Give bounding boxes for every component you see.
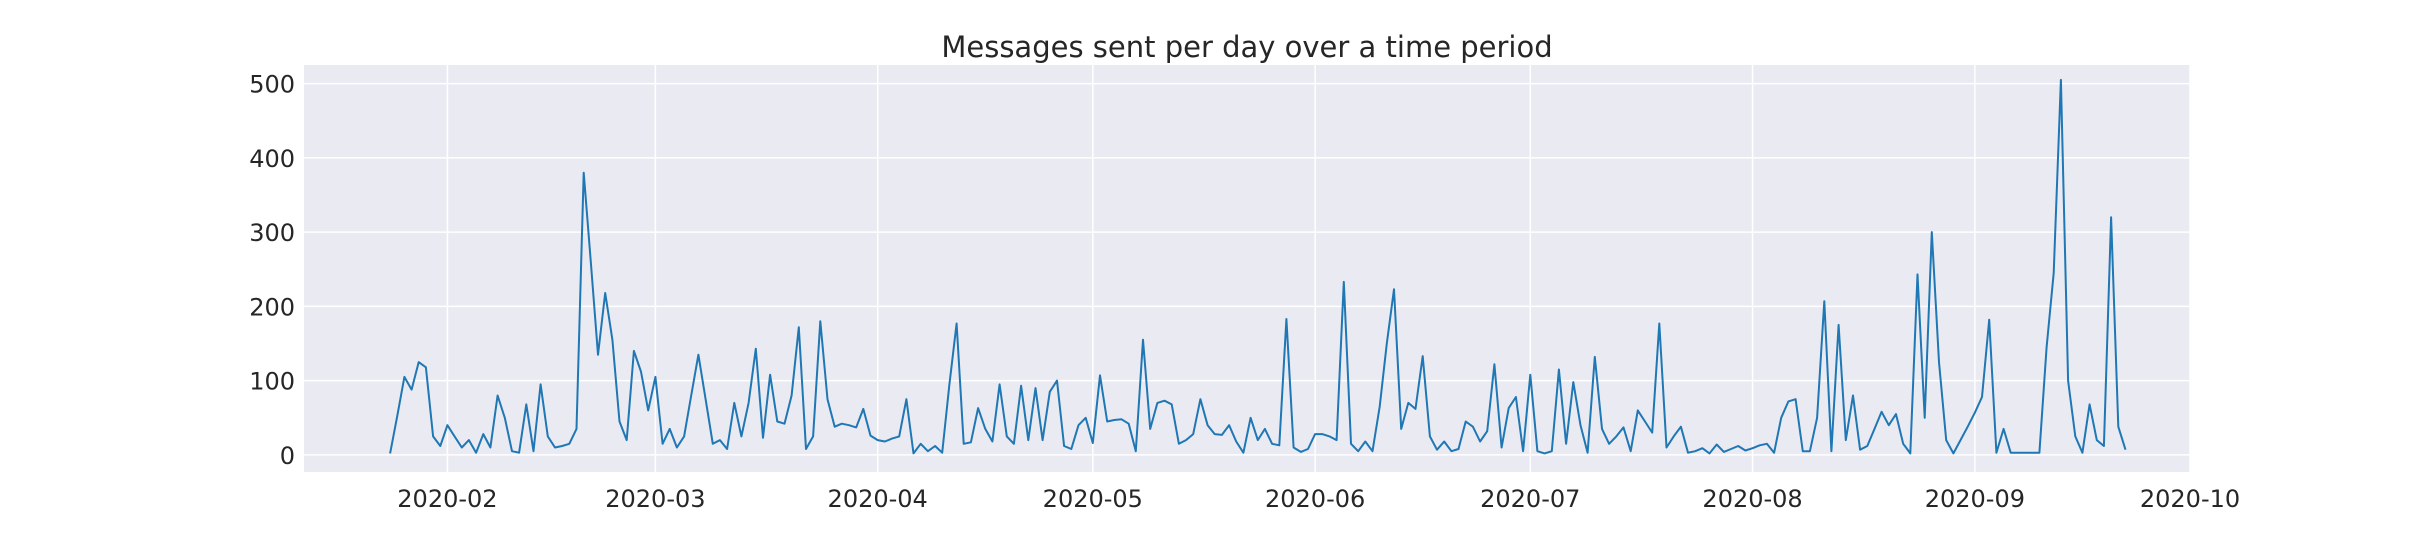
x-tick-label: 2020-08 — [1702, 485, 1802, 513]
x-tick-label: 2020-10 — [2140, 485, 2240, 513]
y-tick-label: 500 — [249, 71, 295, 99]
y-tick-labels: 0 100 200 300 400 500 — [249, 71, 295, 470]
y-tick-label: 300 — [249, 219, 295, 247]
x-tick-label: 2020-07 — [1480, 485, 1580, 513]
x-tick-labels: 2020-02 2020-03 2020-04 2020-05 2020-06 2020-… — [397, 485, 2240, 513]
y-tick-label: 400 — [249, 145, 295, 173]
y-tick-label: 100 — [249, 368, 295, 396]
plot-background — [304, 65, 2190, 472]
series-layer — [389, 78, 2127, 455]
x-tick-label: 2020-04 — [828, 485, 928, 513]
x-tick-label: 2020-02 — [397, 485, 497, 513]
y-tick-label: 200 — [249, 293, 295, 321]
chart-title: Messages sent per day over a time period — [941, 30, 1552, 64]
x-tick-label: 2020-06 — [1265, 485, 1365, 513]
x-tick-label: 2020-05 — [1043, 485, 1143, 513]
y-tick-label: 0 — [280, 442, 295, 470]
x-tick-label: 2020-09 — [1925, 485, 2025, 513]
x-tick-label: 2020-03 — [605, 485, 705, 513]
series-line — [389, 78, 2127, 455]
grid — [304, 65, 2191, 472]
